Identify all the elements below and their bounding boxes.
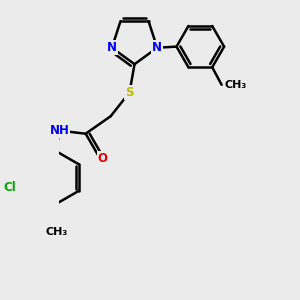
Text: O: O: [98, 152, 108, 165]
Text: N: N: [152, 41, 162, 54]
Text: Cl: Cl: [3, 181, 16, 194]
Text: NH: NH: [50, 124, 69, 137]
Text: CH₃: CH₃: [45, 227, 68, 237]
Text: S: S: [125, 86, 134, 99]
Text: N: N: [107, 41, 117, 54]
Text: CH₃: CH₃: [224, 80, 246, 90]
